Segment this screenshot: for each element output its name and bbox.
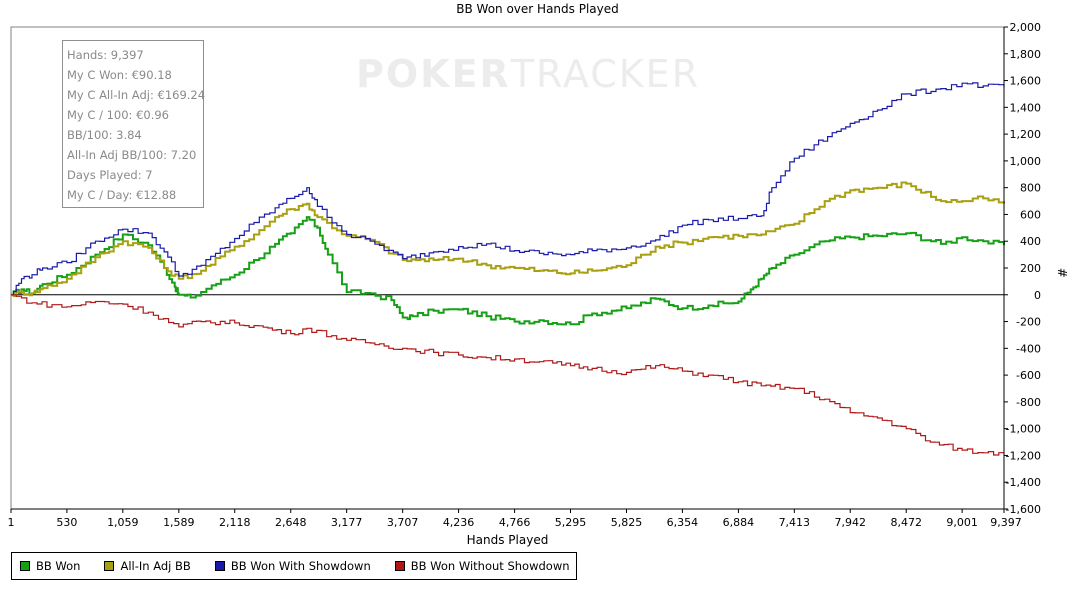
y-tick-label: 600 xyxy=(1020,208,1041,221)
y-tick-label: -1,200 xyxy=(1006,449,1041,462)
legend-label-bb-won-without-showdown: BB Won Without Showdown xyxy=(410,559,570,573)
x-tick-label: 8,472 xyxy=(890,516,922,529)
legend-label-bb-won-with-showdown: BB Won With Showdown xyxy=(230,559,371,573)
legend-item-allin-adj-bb[interactable]: All-In Adj BB xyxy=(104,559,191,573)
x-tick-label: 4,766 xyxy=(499,516,531,529)
legend-item-bb-won-with-showdown[interactable]: BB Won With Showdown xyxy=(214,559,371,573)
chart-title: BB Won over Hands Played xyxy=(456,2,619,16)
x-tick-label: 2,118 xyxy=(219,516,251,529)
y-tick-label: 2,000 xyxy=(1010,21,1042,34)
y-tick-label: -1,600 xyxy=(1006,503,1041,516)
x-tick-label: 4,236 xyxy=(443,516,475,529)
x-tick-label: 1,059 xyxy=(107,516,139,529)
stats-days-played: Days Played: 7 xyxy=(67,168,153,182)
y-tick-label: -1,400 xyxy=(1006,476,1041,489)
y-tick-label: 0 xyxy=(1034,289,1041,302)
legend-swatch-bb-won xyxy=(20,561,30,571)
pokertracker-watermark-logo: POKERTRACKER xyxy=(356,52,701,96)
y-tick-label: 1,800 xyxy=(1010,48,1042,61)
legend-item-bb-won[interactable]: BB Won xyxy=(20,559,80,573)
stats-my-won: My C Won: €90.18 xyxy=(67,68,172,82)
legend-item-bb-won-without-showdown[interactable]: BB Won Without Showdown xyxy=(394,559,570,573)
x-tick-label: 2,648 xyxy=(275,516,307,529)
y-tick-label: 200 xyxy=(1020,262,1041,275)
x-tick-label: 7,413 xyxy=(779,516,811,529)
legend-label-allin-adj-bb: All-In Adj BB xyxy=(120,559,191,573)
y-tick-label: 1,400 xyxy=(1010,101,1042,114)
y-tick-label: -600 xyxy=(1016,369,1041,382)
y-axis-label: # xyxy=(1055,268,1069,278)
stats-bb-per-100: BB/100: 3.84 xyxy=(67,128,142,142)
y-tick-label: 1,600 xyxy=(1010,75,1042,88)
x-tick-label: 530 xyxy=(56,516,77,529)
x-tick-label: 1,589 xyxy=(163,516,195,529)
x-axis-label: Hands Played xyxy=(467,533,549,547)
x-tick-label: 3,707 xyxy=(387,516,419,529)
stats-hands: Hands: 9,397 xyxy=(67,48,144,62)
y-tick-label: -400 xyxy=(1016,342,1041,355)
legend-swatch-bb-won-with-showdown xyxy=(214,561,225,571)
x-tick-label: 6,884 xyxy=(723,516,755,529)
legend-swatch-allin-adj-bb xyxy=(104,561,115,571)
chart-legend: BB Won All-In Adj BB BB Won With Showdow… xyxy=(11,552,577,580)
series-line-all-in-adj-bb xyxy=(11,181,1005,298)
legend-label-bb-won: BB Won xyxy=(36,559,81,573)
legend-swatch-bb-won-without-showdown xyxy=(394,561,405,571)
stats-allin-adj-bb-per-100: All-In Adj BB/100: 7.20 xyxy=(67,148,197,162)
y-tick-label: -1,000 xyxy=(1006,423,1041,436)
y-tick-label: 800 xyxy=(1020,182,1041,195)
x-tick-label: 7,942 xyxy=(834,516,866,529)
y-tick-label: 1,000 xyxy=(1010,155,1042,168)
stats-my-per-100: My C / 100: €0.96 xyxy=(67,108,170,122)
stats-my-allin-adj: My C All-In Adj: €169.24 xyxy=(67,88,206,102)
x-tick-label: 9,001 xyxy=(946,516,978,529)
y-tick-label: -200 xyxy=(1016,316,1041,329)
stats-my-per-day: My C / Day: €12.88 xyxy=(67,188,177,202)
x-tick-label: 9,397 xyxy=(990,516,1022,529)
x-tick-label: 5,825 xyxy=(611,516,643,529)
x-tick-label: 1 xyxy=(8,516,15,529)
x-tick-label: 6,354 xyxy=(667,516,699,529)
stats-box: Hands: 9,397 My C Won: €90.18 My C All-I… xyxy=(62,40,206,208)
y-tick-label: 1,200 xyxy=(1010,128,1042,141)
y-tick-label: -800 xyxy=(1016,396,1041,409)
y-tick-label: 400 xyxy=(1020,235,1041,248)
x-tick-label: 3,177 xyxy=(331,516,363,529)
x-tick-label: 5,295 xyxy=(555,516,587,529)
series-line-bb-won-without-showdown xyxy=(11,294,1005,456)
series-line-bb-won-with-showdown xyxy=(11,82,1005,296)
